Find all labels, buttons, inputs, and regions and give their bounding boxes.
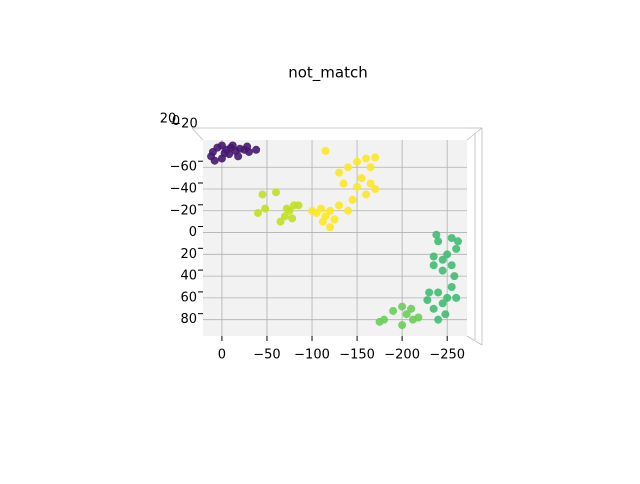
point	[339, 179, 348, 188]
point	[429, 304, 438, 313]
y-tick-label: −20	[170, 203, 197, 218]
point	[371, 153, 380, 162]
point	[362, 190, 371, 199]
point	[271, 188, 280, 197]
z-tick-label: 0	[172, 114, 180, 129]
point	[425, 288, 434, 297]
point	[371, 185, 380, 193]
point	[398, 321, 407, 330]
point	[335, 168, 344, 177]
point	[348, 195, 357, 204]
point	[220, 149, 229, 158]
point	[252, 145, 261, 154]
point	[423, 296, 432, 305]
point	[330, 215, 339, 224]
point	[321, 146, 330, 155]
point	[429, 261, 438, 270]
point	[282, 204, 291, 213]
point	[294, 201, 303, 210]
point	[344, 206, 353, 215]
point	[276, 217, 285, 226]
point	[438, 299, 447, 308]
point	[450, 272, 459, 281]
y-tick-label: 80	[180, 312, 197, 327]
point	[280, 212, 289, 221]
y-tick-label: 20	[180, 247, 197, 262]
x-tick-label: −250	[429, 348, 465, 363]
point	[432, 230, 441, 239]
x-tick-label: 0	[218, 348, 226, 363]
chart-title: not_match	[288, 64, 368, 83]
point	[429, 252, 438, 261]
point	[234, 152, 243, 161]
point	[438, 255, 447, 264]
point	[447, 261, 456, 270]
point	[253, 208, 262, 217]
point	[407, 304, 416, 313]
point	[443, 250, 452, 259]
z-tick-label: 20	[160, 112, 177, 127]
point	[452, 244, 461, 253]
point	[447, 283, 456, 291]
point	[366, 163, 375, 172]
point	[443, 293, 452, 302]
point	[357, 174, 366, 183]
point	[362, 154, 371, 163]
point	[308, 206, 317, 215]
point	[353, 157, 362, 166]
point	[353, 182, 362, 191]
x-tick-label: −200	[384, 348, 420, 363]
point	[335, 201, 344, 210]
z-tick-label: −20	[170, 116, 197, 131]
point	[434, 315, 443, 324]
point	[434, 237, 443, 246]
point	[366, 179, 375, 188]
point	[398, 302, 407, 311]
point	[438, 266, 447, 275]
point	[326, 223, 335, 232]
point	[228, 141, 237, 150]
point	[288, 214, 297, 223]
y-tick-label: −40	[170, 182, 197, 197]
point	[441, 310, 450, 319]
point	[389, 306, 398, 315]
x-tick-label: −100	[294, 348, 330, 363]
y-tick-label: 60	[180, 290, 197, 305]
y-tick-label: 40	[180, 269, 197, 284]
point	[326, 206, 335, 215]
point	[453, 237, 462, 246]
point	[402, 310, 411, 319]
pane	[203, 140, 467, 336]
x-tick-label: −150	[339, 348, 375, 363]
point	[258, 190, 267, 199]
y-tick-label: −60	[170, 160, 197, 175]
point	[414, 313, 423, 322]
point	[261, 204, 270, 213]
point	[375, 317, 384, 326]
point	[447, 234, 456, 242]
point	[243, 142, 252, 151]
pane-edges	[191, 127, 483, 346]
point	[318, 217, 327, 226]
point	[344, 163, 353, 172]
x-tick-label: −50	[253, 348, 280, 363]
point	[434, 288, 443, 297]
point	[452, 293, 461, 302]
y-tick-label: 0	[189, 225, 197, 240]
point	[210, 156, 219, 165]
